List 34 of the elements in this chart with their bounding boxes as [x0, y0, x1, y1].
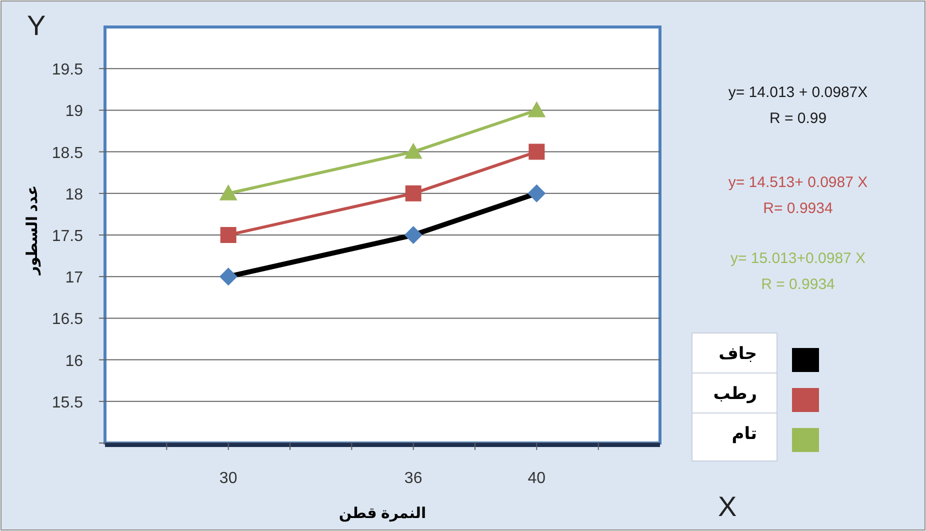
x-tick-label: 40 — [528, 470, 546, 487]
text: y= 14.013 + 0.0987X — [728, 84, 868, 101]
point — [528, 184, 546, 202]
text: y= 14.513+ 0.0987 X — [728, 174, 868, 191]
point — [219, 184, 238, 200]
y-tick-label: 19 — [65, 103, 84, 120]
y-tick-label: 17 — [65, 270, 84, 287]
y-tick-label: 17.5 — [52, 228, 84, 245]
text: y= 15.013+0.0987 X — [730, 250, 866, 267]
x-tick-label: 30 — [219, 470, 238, 487]
y-tick-label: 16 — [65, 352, 84, 370]
text: R = 0.99 — [769, 110, 827, 127]
text: X — [718, 491, 737, 522]
y-tick-label: 18.5 — [52, 144, 84, 162]
point — [220, 227, 236, 243]
point — [219, 268, 238, 286]
x-tick-label: 36 — [404, 470, 422, 487]
point — [405, 185, 422, 202]
point — [528, 101, 546, 118]
y-tick-label: 15.5 — [52, 394, 84, 412]
point — [528, 144, 545, 160]
legend-label: تام — [732, 424, 757, 444]
y-axis-title: عدد السطور — [24, 185, 41, 276]
y-tick-label: 16.5 — [52, 311, 84, 328]
y-tick-label: 19.5 — [52, 62, 84, 79]
text: R= 0.9934 — [763, 200, 833, 217]
point — [404, 226, 422, 244]
legend-label: رطب — [713, 384, 757, 404]
point — [404, 142, 422, 159]
y-tick-label: 18 — [65, 186, 84, 204]
text: Y — [27, 10, 46, 41]
x-axis-title: النمرة قطن — [338, 505, 426, 522]
legend-label: جاف — [718, 344, 757, 363]
text: R = 0.9934 — [761, 276, 835, 293]
